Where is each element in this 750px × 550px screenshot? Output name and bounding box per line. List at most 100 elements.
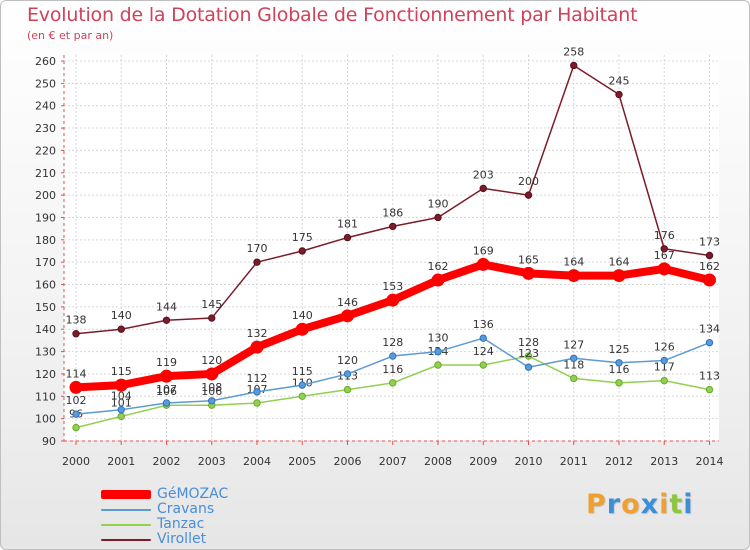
x-tick-label: 2011 [560, 455, 588, 468]
data-label-cravans: 128 [382, 336, 403, 349]
x-tick-label: 2009 [469, 455, 497, 468]
data-label-cravans: 102 [66, 394, 87, 407]
data-label-gmozac: 169 [473, 244, 494, 257]
data-label-cravans: 108 [201, 381, 222, 394]
data-point-tanzac [389, 379, 397, 387]
data-label-virollet: 175 [292, 231, 313, 244]
logo-letter: r [606, 489, 622, 520]
y-tick-label: 110 [35, 390, 56, 403]
data-label-cravans: 130 [428, 332, 449, 345]
y-tick-label: 230 [35, 122, 56, 135]
data-point-gmozac [69, 380, 83, 394]
data-point-gmozac [476, 257, 490, 271]
y-tick-label: 130 [35, 346, 56, 359]
x-tick-label: 2002 [153, 455, 181, 468]
y-tick-label: 150 [35, 301, 56, 314]
data-point-tanzac [615, 379, 623, 387]
data-point-tanzac [253, 399, 261, 407]
data-point-tanzac [705, 385, 714, 394]
data-label-gmozac: 164 [609, 256, 630, 269]
data-point-virollet [570, 61, 578, 70]
data-label-virollet: 170 [247, 242, 268, 255]
data-point-virollet [298, 247, 306, 255]
data-point-gmozac [250, 340, 264, 354]
data-point-gmozac [386, 293, 400, 307]
y-tick-label: 100 [35, 413, 56, 426]
y-tick-label: 260 [35, 55, 56, 68]
y-tick-label: 220 [35, 144, 56, 157]
x-tick-label: 2007 [379, 455, 407, 468]
data-point-virollet [660, 245, 668, 253]
data-label-gmozac: 153 [382, 280, 403, 293]
data-label-virollet: 145 [201, 298, 222, 311]
data-point-cravans [705, 338, 714, 347]
logo-letter: x [640, 489, 660, 520]
data-label-virollet: 203 [473, 168, 494, 181]
data-point-tanzac [660, 376, 668, 385]
data-point-virollet [705, 251, 714, 260]
y-tick-label: 140 [35, 323, 56, 336]
data-label-gmozac: 140 [292, 309, 313, 322]
data-label-cravans: 127 [563, 338, 584, 351]
legend-swatch [101, 509, 151, 511]
data-label-gmozac: 164 [563, 256, 584, 269]
data-point-gmozac [205, 367, 219, 381]
data-point-gmozac [341, 309, 354, 323]
data-label-virollet: 258 [563, 45, 584, 58]
data-point-virollet [72, 330, 80, 338]
data-label-gmozac: 146 [337, 296, 358, 309]
y-tick-label: 210 [35, 167, 56, 180]
data-label-cravans: 123 [518, 347, 539, 360]
data-point-cravans [208, 397, 216, 405]
data-point-tanzac [434, 361, 442, 369]
data-point-virollet [343, 233, 352, 242]
data-label-virollet: 200 [518, 175, 539, 188]
x-tick-label: 2008 [424, 455, 452, 468]
data-point-gmozac [295, 322, 309, 336]
data-label-virollet: 144 [156, 300, 177, 313]
data-point-virollet [253, 258, 261, 266]
logo-letter: o [621, 489, 641, 520]
data-label-virollet: 138 [66, 314, 87, 327]
series-gmozac: 114 115 119 120 132 140 146 153 162 169 165 164 164 1… [66, 244, 720, 394]
data-label-gmozac: 120 [201, 354, 222, 367]
data-label-tanzac: 128 [518, 336, 539, 349]
logo-letter: i [683, 489, 694, 520]
data-label-virollet: 245 [609, 75, 630, 88]
data-point-tanzac [298, 392, 306, 400]
data-label-gmozac: 115 [111, 365, 132, 378]
x-tick-label: 2003 [198, 455, 226, 468]
data-point-gmozac [522, 266, 535, 280]
y-tick-label: 180 [35, 234, 56, 247]
legend-swatch [101, 490, 151, 499]
logo-letter: t [669, 489, 684, 520]
x-tick-label: 2005 [288, 455, 316, 468]
x-tick-label: 2001 [107, 455, 135, 468]
data-label-tanzac: 106 [201, 385, 222, 398]
data-point-virollet [615, 90, 623, 99]
data-point-gmozac [612, 269, 626, 283]
data-label-gmozac: 132 [247, 327, 268, 340]
data-point-cravans [389, 352, 397, 360]
data-point-gmozac [431, 273, 445, 287]
data-label-tanzac: 101 [111, 396, 132, 409]
logo-letter: i [659, 489, 670, 520]
data-label-virollet: 140 [111, 309, 132, 322]
data-label-gmozac: 114 [66, 367, 87, 380]
data-label-tanzac: 116 [609, 363, 630, 376]
data-point-cravans [253, 388, 261, 396]
data-label-cravans: 126 [654, 341, 675, 354]
data-point-tanzac [570, 374, 578, 383]
data-point-cravans [660, 356, 668, 365]
data-point-cravans [117, 406, 125, 414]
data-label-gmozac: 167 [654, 249, 675, 262]
data-label-tanzac: 124 [473, 345, 494, 358]
data-point-virollet [162, 316, 171, 324]
data-label-tanzac: 117 [654, 361, 675, 374]
y-tick-label: 170 [35, 256, 56, 269]
data-point-tanzac [72, 423, 80, 432]
series-virollet: 138 140 144 145 170 175 181 186 190 203 200 258 245 1… [66, 45, 720, 338]
x-tick-label: 2014 [696, 455, 724, 468]
